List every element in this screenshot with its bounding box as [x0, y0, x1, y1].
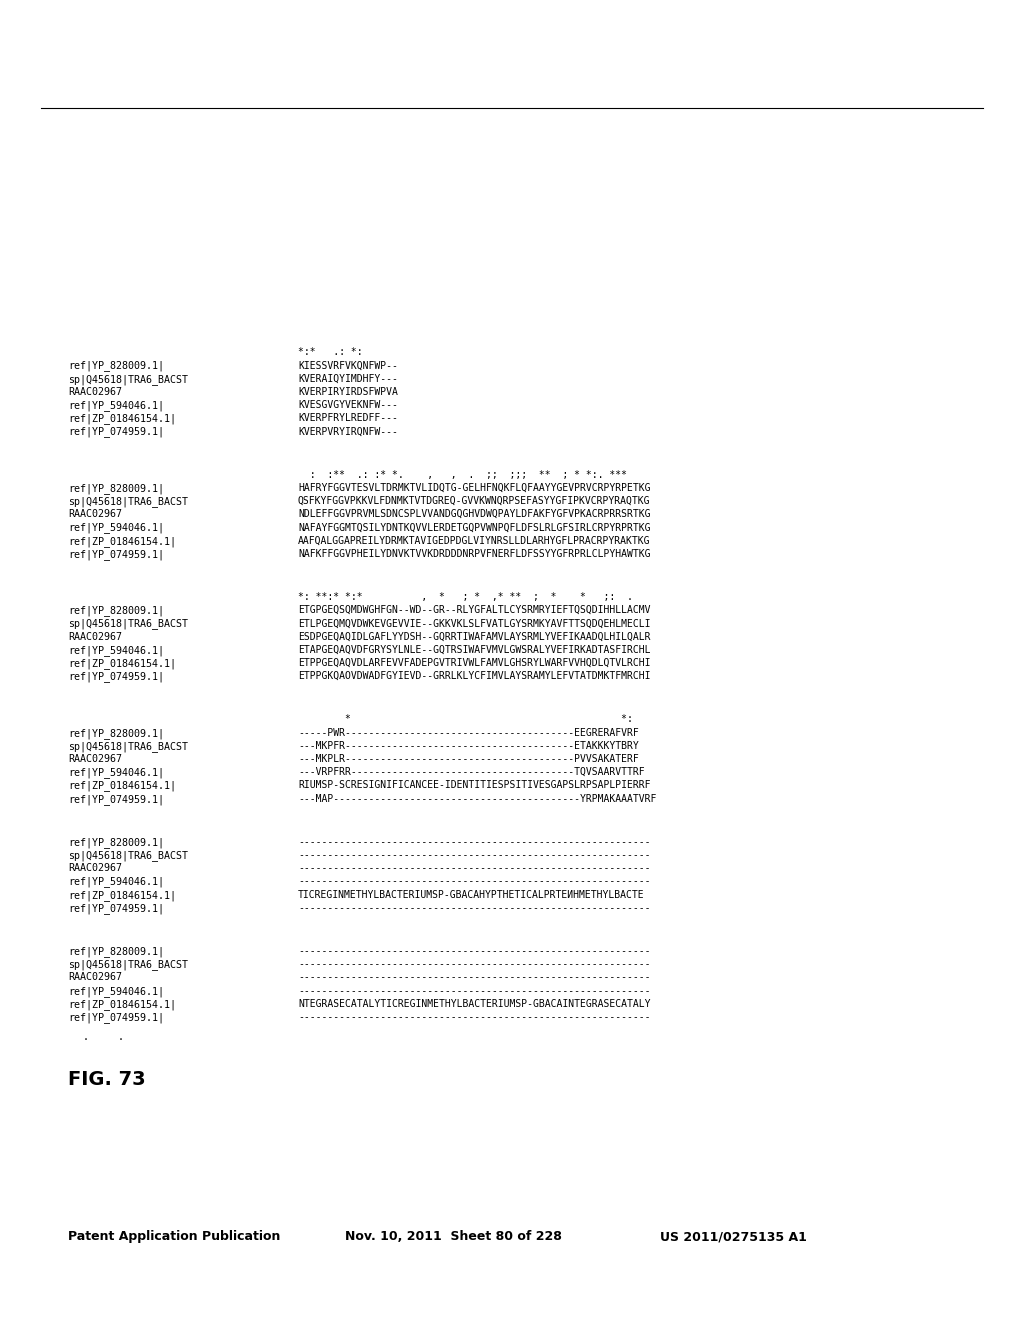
- Text: ref|ZP_01846154.1|: ref|ZP_01846154.1|: [68, 536, 176, 546]
- Text: ref|YP_074959.1|: ref|YP_074959.1|: [68, 903, 164, 913]
- Text: QSFKYFGGVPKKVLFDNMKTVTDGREQ-GVVKWNQRPSEFASYYGFIPKVCRPYRAQTKG: QSFKYFGGVPKKVLFDNMKTVTDGREQ-GVVKWNQRPSEF…: [298, 496, 650, 506]
- Text: NTEGRASECATALYTICREGINMETHYLBACTERIUMSP-GBACAINTEGRASECATALY: NTEGRASECATALYTICREGINMETHYLBACTERIUMSP-…: [298, 999, 650, 1008]
- Text: ref|ZP_01846154.1|: ref|ZP_01846154.1|: [68, 657, 176, 669]
- Text: .: .: [83, 1032, 89, 1041]
- Text: HAFRYFGGVTESVLTDRMKTVLIDQTG-GELHFNQKFLQFAAYYGEVPRVCRPYRPETKG: HAFRYFGGVTESVLTDRMKTVLIDQTG-GELHFNQKFLQF…: [298, 483, 650, 492]
- Text: NAFKFFGGVPHEILYDNVKTVVKDRDDDNRPVFNERFLDFSSYYGFRPRLCLPYHAWTKG: NAFKFFGGVPHEILYDNVKTVVKDRDDDNRPVFNERFLDF…: [298, 549, 650, 558]
- Text: ref|YP_828009.1|: ref|YP_828009.1|: [68, 727, 164, 738]
- Text: ------------------------------------------------------------: ----------------------------------------…: [298, 837, 650, 847]
- Text: KVERAIQYIMDHFY---: KVERAIQYIMDHFY---: [298, 374, 398, 384]
- Text: ------------------------------------------------------------: ----------------------------------------…: [298, 850, 650, 861]
- Text: ETPPGEQAQVDLARFEVVFADEPGVTRIVWLFAMVLGHSRYLWARFVVHQDLQTVLRCHI: ETPPGEQAQVDLARFEVVFADEPGVTRIVWLFAMVLGHSR…: [298, 657, 650, 668]
- Text: KIESSVRFVKQNFWP--: KIESSVRFVKQNFWP--: [298, 360, 398, 371]
- Text: ETLPGEQMQVDWKEVGEVVIE--GKKVKLSLFVATLGYSRMKYAVFTTSQDQEHLMECLI: ETLPGEQMQVDWKEVGEVVIE--GKKVKLSLFVATLGYSR…: [298, 618, 650, 628]
- Text: KVESGVGYVEKNFW---: KVESGVGYVEKNFW---: [298, 400, 398, 411]
- Text: sp|Q45618|TRA6_BACST: sp|Q45618|TRA6_BACST: [68, 496, 188, 507]
- Text: ------------------------------------------------------------: ----------------------------------------…: [298, 876, 650, 887]
- Text: ref|YP_594046.1|: ref|YP_594046.1|: [68, 767, 164, 777]
- Text: sp|Q45618|TRA6_BACST: sp|Q45618|TRA6_BACST: [68, 741, 188, 751]
- Text: -----PWR---------------------------------------EEGRERAFVRF: -----PWR--------------------------------…: [298, 727, 639, 738]
- Text: :  :**  .: :* *.    ,   ,  .  ;;  ;;;  **  ; * *:. ***: : :** .: :* *. , , . ;; ;;; ** ; * *:. *…: [298, 470, 627, 479]
- Text: *                                              *:: * *:: [298, 714, 633, 725]
- Text: ref|YP_074959.1|: ref|YP_074959.1|: [68, 671, 164, 682]
- Text: RAAC02967: RAAC02967: [68, 754, 122, 764]
- Text: RIUMSP-SCRESIGNIFICANCEE-IDENTITIESPSITIVESGAPSLRPSAPLPIERRF: RIUMSP-SCRESIGNIFICANCEE-IDENTITIESPSITI…: [298, 780, 650, 791]
- Text: ref|YP_828009.1|: ref|YP_828009.1|: [68, 360, 164, 371]
- Text: *:*   .: *:: *:* .: *:: [298, 347, 362, 358]
- Text: ref|YP_074959.1|: ref|YP_074959.1|: [68, 1012, 164, 1023]
- Text: TICREGINMETHYLBACTERIUMSP-GBACAHYPTHETICALPRTEИНМETHYLBACTE: TICREGINMETHYLBACTERIUMSP-GBACAHYPTHETIC…: [298, 890, 645, 900]
- Text: ref|YP_828009.1|: ref|YP_828009.1|: [68, 483, 164, 494]
- Text: ref|YP_074959.1|: ref|YP_074959.1|: [68, 426, 164, 437]
- Text: ------------------------------------------------------------: ----------------------------------------…: [298, 986, 650, 995]
- Text: ref|YP_828009.1|: ref|YP_828009.1|: [68, 946, 164, 957]
- Text: ref|ZP_01846154.1|: ref|ZP_01846154.1|: [68, 999, 176, 1010]
- Text: ref|YP_594046.1|: ref|YP_594046.1|: [68, 986, 164, 997]
- Text: ref|YP_074959.1|: ref|YP_074959.1|: [68, 793, 164, 804]
- Text: ref|ZP_01846154.1|: ref|ZP_01846154.1|: [68, 890, 176, 900]
- Text: sp|Q45618|TRA6_BACST: sp|Q45618|TRA6_BACST: [68, 960, 188, 970]
- Text: NAFAYFGGMTQSILYDNTKQVVLERDETGQPVWNPQFLDFSLRLGFSIRLCRPYRPRTKG: NAFAYFGGMTQSILYDNTKQVVLERDETGQPVWNPQFLDF…: [298, 523, 650, 532]
- Text: KVERPIRYIRDSFWPVA: KVERPIRYIRDSFWPVA: [298, 387, 398, 397]
- Text: ref|YP_594046.1|: ref|YP_594046.1|: [68, 523, 164, 533]
- Text: US 2011/0275135 A1: US 2011/0275135 A1: [660, 1230, 807, 1243]
- Text: ref|YP_594046.1|: ref|YP_594046.1|: [68, 644, 164, 656]
- Text: ------------------------------------------------------------: ----------------------------------------…: [298, 960, 650, 969]
- Text: ETGPGEQSQMDWGHFGN--WD--GR--RLYGFALTLCYSRMRYIEFTQSQDIHHLLACMV: ETGPGEQSQMDWGHFGN--WD--GR--RLYGFALTLCYSR…: [298, 605, 650, 615]
- Text: ---MKPLR---------------------------------------PVVSAKATERF: ---MKPLR--------------------------------…: [298, 754, 639, 764]
- Text: KVERPVRYIRQNFW---: KVERPVRYIRQNFW---: [298, 426, 398, 437]
- Text: ------------------------------------------------------------: ----------------------------------------…: [298, 863, 650, 874]
- Text: ---MKPFR---------------------------------------ETAKKKYTВRY: ---MKPFR--------------------------------…: [298, 741, 639, 751]
- Text: ---VRPFRR--------------------------------------TQVSAARVTTRF: ---VRPFRR-------------------------------…: [298, 767, 645, 777]
- Text: .: .: [118, 1032, 124, 1041]
- Text: ESDPGEQAQIDLGAFLYYDSH--GQRRTIWAFAMVLAYSRMLYVEFIKAADQLHILQALR: ESDPGEQAQIDLGAFLYYDSH--GQRRTIWAFAMVLAYSR…: [298, 631, 650, 642]
- Text: RAAC02967: RAAC02967: [68, 387, 122, 397]
- Text: ref|YP_828009.1|: ref|YP_828009.1|: [68, 605, 164, 616]
- Text: sp|Q45618|TRA6_BACST: sp|Q45618|TRA6_BACST: [68, 850, 188, 861]
- Text: ETPPGKQAOVDWADFGYIEVD--GRRLKLYCFIMVLAYSRAMYLEFVTATDMKTFMRCHI: ETPPGKQAOVDWADFGYIEVD--GRRLKLYCFIMVLAYSR…: [298, 671, 650, 681]
- Text: ------------------------------------------------------------: ----------------------------------------…: [298, 903, 650, 913]
- Text: NDLEFFGGVPRVMLSDNCSPLVVANDGQGHVDWQPAYLDFAKFYGFVPKACRPRRSRTKG: NDLEFFGGVPRVMLSDNCSPLVVANDGQGHVDWQPAYLDF…: [298, 510, 650, 519]
- Text: *: **:* *:*          ,  *   ; *  ,* **  ;  *    *   ;:  .: *: **:* *:* , * ; * ,* ** ; * * ;: .: [298, 591, 633, 602]
- Text: RAAC02967: RAAC02967: [68, 510, 122, 519]
- Text: ------------------------------------------------------------: ----------------------------------------…: [298, 946, 650, 956]
- Text: FIG. 73: FIG. 73: [68, 1071, 145, 1089]
- Text: sp|Q45618|TRA6_BACST: sp|Q45618|TRA6_BACST: [68, 374, 188, 384]
- Text: ref|ZP_01846154.1|: ref|ZP_01846154.1|: [68, 780, 176, 791]
- Text: AAFQALGGAPREILYDRMKTAVIGEDPDGLVIYNRSLLDLARHYGFLPRACRPYRAKTKG: AAFQALGGAPREILYDRMKTAVIGEDPDGLVIYNRSLLDL…: [298, 536, 650, 545]
- Text: ---MAP------------------------------------------YRPMAKAAATVRF: ---MAP----------------------------------…: [298, 793, 656, 804]
- Text: RAAC02967: RAAC02967: [68, 973, 122, 982]
- Text: KVERPFRYLREDFF---: KVERPFRYLREDFF---: [298, 413, 398, 424]
- Text: ------------------------------------------------------------: ----------------------------------------…: [298, 973, 650, 982]
- Text: ref|YP_828009.1|: ref|YP_828009.1|: [68, 837, 164, 847]
- Text: Nov. 10, 2011  Sheet 80 of 228: Nov. 10, 2011 Sheet 80 of 228: [345, 1230, 562, 1243]
- Text: ETAPGEQAQVDFGRYSYLNLE--GQTRSIWAFVMVLGWSRALYVEFIRKADTASFIRCHL: ETAPGEQAQVDFGRYSYLNLE--GQTRSIWAFVMVLGWSR…: [298, 644, 650, 655]
- Text: sp|Q45618|TRA6_BACST: sp|Q45618|TRA6_BACST: [68, 618, 188, 630]
- Text: RAAC02967: RAAC02967: [68, 863, 122, 874]
- Text: RAAC02967: RAAC02967: [68, 631, 122, 642]
- Text: ref|YP_594046.1|: ref|YP_594046.1|: [68, 876, 164, 887]
- Text: ref|YP_594046.1|: ref|YP_594046.1|: [68, 400, 164, 411]
- Text: ref|YP_074959.1|: ref|YP_074959.1|: [68, 549, 164, 560]
- Text: ------------------------------------------------------------: ----------------------------------------…: [298, 1012, 650, 1022]
- Text: Patent Application Publication: Patent Application Publication: [68, 1230, 281, 1243]
- Text: ref|ZP_01846154.1|: ref|ZP_01846154.1|: [68, 413, 176, 424]
